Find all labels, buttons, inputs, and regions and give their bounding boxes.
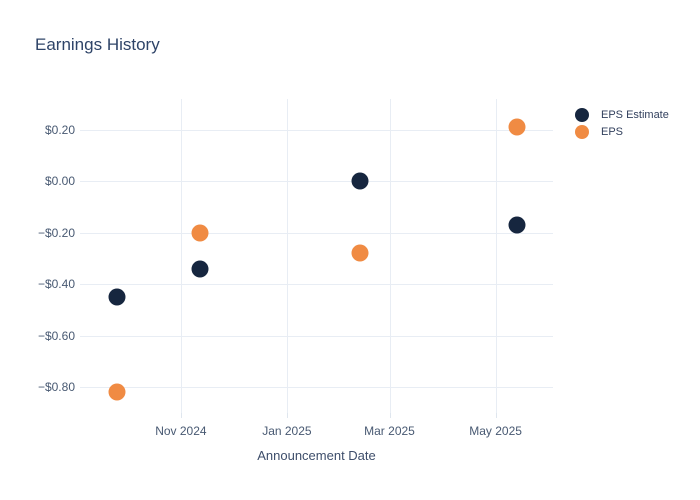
legend-item-eps-estimate[interactable]: EPS Estimate <box>575 106 669 123</box>
gridline-y <box>80 181 553 183</box>
legend-swatch-eps <box>575 124 589 139</box>
y-tick-label: −$0.80 <box>37 380 75 395</box>
point-eps-estimate[interactable] <box>351 172 369 190</box>
plot-area <box>80 99 553 413</box>
point-eps[interactable] <box>191 224 209 242</box>
point-eps-estimate[interactable] <box>108 288 125 306</box>
gridline-x <box>286 99 288 413</box>
x-tick-label: Mar 2025 <box>364 424 415 438</box>
x-tick-label: May 2025 <box>469 424 522 438</box>
chart-title: Earnings History <box>35 35 160 54</box>
gridline-x <box>389 99 391 413</box>
gridline-y <box>80 335 553 337</box>
y-tick-label: −$0.20 <box>37 225 75 240</box>
x-tick-mark <box>389 413 391 418</box>
x-tick-mark <box>286 413 288 418</box>
legend-item-eps[interactable]: EPS <box>575 123 669 140</box>
x-tick-label: Nov 2024 <box>155 424 207 438</box>
gridline-y <box>80 284 553 286</box>
gridline-y <box>80 232 553 234</box>
gridline-x <box>495 99 497 413</box>
y-tick-label: −$0.60 <box>37 328 75 343</box>
y-tick-label: $0.00 <box>44 174 75 189</box>
x-tick-label: Jan 2025 <box>262 424 312 438</box>
y-tick-label: $0.20 <box>44 122 75 137</box>
point-eps[interactable] <box>508 118 525 136</box>
point-eps[interactable] <box>351 244 369 262</box>
legend-label-eps-estimate: EPS Estimate <box>601 108 669 121</box>
x-tick-mark <box>180 413 182 418</box>
gridline-x <box>180 99 182 413</box>
y-tick-label: −$0.40 <box>37 277 75 292</box>
gridline-y <box>80 387 553 389</box>
legend: EPS Estimate EPS <box>575 106 669 140</box>
x-axis-title: Announcement Date <box>257 448 376 463</box>
point-eps[interactable] <box>108 383 125 401</box>
legend-label-eps: EPS <box>601 125 624 138</box>
legend-swatch-eps-estimate <box>575 107 589 122</box>
point-eps-estimate[interactable] <box>508 216 525 234</box>
x-tick-mark <box>495 413 497 418</box>
point-eps-estimate[interactable] <box>191 260 209 278</box>
gridline-y <box>80 129 553 131</box>
